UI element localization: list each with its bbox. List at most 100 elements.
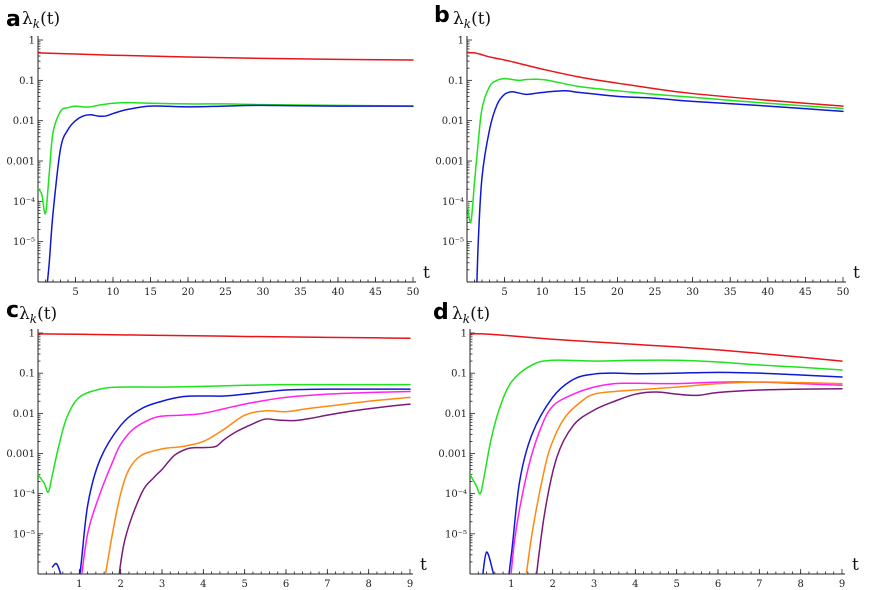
x-tick-label: 4 (200, 579, 206, 590)
y-tick-label: 10⁻⁵ (13, 529, 35, 540)
x-tick-label: 1 (508, 579, 514, 590)
x-tick-label: 40 (761, 287, 774, 298)
series-line-λ1 (38, 52, 414, 61)
y-tick-label: 10⁻⁵ (13, 237, 35, 248)
x-tick-label: 5 (501, 287, 507, 298)
x-axis-label: t (423, 263, 430, 283)
series-group (38, 333, 411, 574)
series-group (470, 332, 843, 574)
y-tick-label: 0.01 (13, 409, 35, 420)
x-tick-label: 15 (573, 287, 586, 298)
series-line-λ4 (510, 381, 843, 574)
x-tick-label: 45 (799, 287, 812, 298)
y-tick-label: 10⁻⁴ (445, 489, 467, 500)
y-tick-label: 0.1 (19, 76, 35, 87)
x-tick-label: 6 (715, 579, 721, 590)
x-tick-label: 30 (257, 287, 270, 298)
series-line-λ1 (470, 332, 843, 362)
y-tick-label: 10⁻⁴ (13, 489, 35, 500)
x-tick-label: 50 (407, 287, 420, 298)
panel-a: a λk(t) t 1 0.1 0.01 0.001 10⁻⁴ 10⁻⁵ 5 10 15 20 25 30 3… (6, 7, 430, 298)
x-tick-label: 30 (686, 287, 699, 298)
y-tick-label: 10⁻⁴ (13, 197, 35, 208)
x-tick-label: 8 (797, 579, 803, 590)
x-tick-label: 20 (611, 287, 624, 298)
y-tick-label: 0.01 (13, 116, 35, 127)
y-tick-label: 0.001 (435, 157, 464, 168)
panel-c: c λk(t) t 1 0.1 0.01 0.001 10⁻⁴ 10⁻⁵ 1 2 3 4 5 6 7 8 9 (6, 298, 427, 590)
x-tick-label: 2 (117, 579, 123, 590)
y-tick-label: 0.1 (19, 369, 35, 380)
y-tick-label: 0.001 (6, 449, 35, 460)
y-tick-label: 0.01 (445, 409, 467, 420)
series-group (467, 51, 844, 282)
panel-b: b λk(t) t 1 0.1 0.01 0.001 10⁻⁴ 10⁻⁵ 5 10 15 20 25 30 3… (434, 3, 860, 298)
y-axis-label: λk(t) (453, 9, 491, 31)
panel-letter: c (6, 298, 19, 323)
y-tick-label: 10⁻⁵ (445, 529, 467, 540)
y-tick-label: 0.01 (442, 116, 464, 127)
x-tick-label: 5 (673, 579, 679, 590)
x-tick-label: 35 (294, 287, 307, 298)
x-tick-label: 10 (536, 287, 549, 298)
y-axis-label: λk(t) (19, 304, 57, 326)
x-tick-label: 2 (549, 579, 555, 590)
x-axis-label: t (853, 263, 860, 283)
series-line-λ3 (51, 388, 411, 574)
y-tick-label: 10⁻⁵ (442, 237, 464, 248)
series-line-λ2 (38, 383, 411, 493)
series-line-λ5 (104, 396, 411, 574)
series-group (38, 52, 414, 282)
y-tick-label: 1 (29, 329, 35, 340)
x-tick-label: 25 (649, 287, 662, 298)
x-tick-label: 3 (591, 579, 597, 590)
x-tick-label: 20 (182, 287, 195, 298)
y-tick-label: 0.001 (438, 449, 467, 460)
x-tick-label: 10 (107, 287, 120, 298)
x-tick-label: 35 (724, 287, 737, 298)
x-tick-label: 7 (324, 579, 330, 590)
panel-letter: b (434, 3, 450, 28)
y-axis-label: λk(t) (22, 9, 60, 31)
y-tick-label: 10⁻⁴ (442, 197, 464, 208)
x-tick-label: 1 (76, 579, 82, 590)
panel-letter: d (433, 300, 449, 325)
series-line-λ1 (467, 51, 844, 107)
y-tick-label: 0.1 (448, 76, 464, 87)
x-tick-label: 25 (219, 287, 232, 298)
series-line-λ1 (38, 333, 411, 339)
x-tick-label: 15 (144, 287, 157, 298)
series-line-λ5 (525, 381, 843, 574)
x-tick-label: 3 (159, 579, 165, 590)
y-tick-label: 0.1 (451, 369, 467, 380)
x-tick-label: 7 (756, 579, 762, 590)
series-line-λ3 (482, 371, 843, 574)
y-axis-label: λk(t) (452, 304, 490, 326)
series-line-λ2 (467, 77, 844, 224)
series-line-λ4 (81, 390, 411, 574)
x-tick-label: 40 (332, 287, 345, 298)
series-line-λ6 (535, 387, 843, 574)
y-tick-label: 1 (461, 329, 467, 340)
x-tick-label: 5 (72, 287, 78, 298)
panel-letter: a (6, 7, 21, 32)
panel-d: d λk(t) t 1 0.1 0.01 0.001 10⁻⁴ 10⁻⁵ 1 2 3 4 5 6 7 8 9 (433, 300, 859, 590)
x-axis-label: t (420, 555, 427, 575)
series-line-λ3 (476, 90, 844, 282)
y-tick-label: 0.001 (6, 157, 35, 168)
x-tick-label: 5 (241, 579, 247, 590)
series-line-λ2 (38, 101, 414, 215)
x-tick-label: 50 (837, 287, 850, 298)
x-tick-label: 45 (369, 287, 382, 298)
y-tick-label: 1 (458, 36, 464, 47)
series-line-λ2 (470, 359, 843, 495)
y-tick-label: 1 (29, 36, 35, 47)
x-tick-label: 9 (839, 579, 845, 590)
x-tick-label: 4 (632, 579, 638, 590)
x-tick-label: 9 (407, 579, 413, 590)
series-line-λ6 (118, 403, 411, 574)
x-tick-label: 6 (283, 579, 289, 590)
series-line-λ3 (46, 104, 414, 282)
x-tick-label: 8 (365, 579, 371, 590)
